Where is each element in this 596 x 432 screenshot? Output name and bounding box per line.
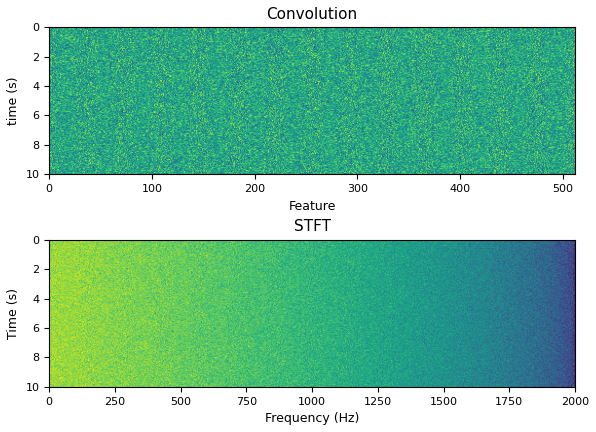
Y-axis label: Time (s): Time (s) [7,288,20,339]
Y-axis label: time (s): time (s) [7,76,20,125]
X-axis label: Feature: Feature [288,200,336,213]
X-axis label: Frequency (Hz): Frequency (Hz) [265,412,359,425]
Title: STFT: STFT [294,219,331,235]
Title: Convolution: Convolution [266,7,358,22]
